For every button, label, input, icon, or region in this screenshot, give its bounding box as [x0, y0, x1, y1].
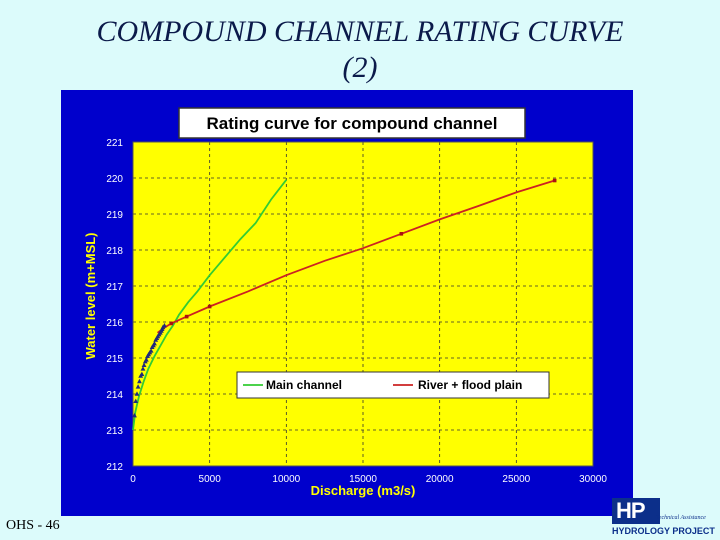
series-lines: [132, 179, 555, 431]
flood-plain-line: [156, 179, 555, 334]
observation-point: [143, 357, 149, 362]
observation-point: [134, 391, 140, 396]
chart-panel: 0 5000 10000 15000 20000 25000 30000 212 213 214 2…: [61, 90, 633, 516]
chart-title-box: Rating curve for compound channel: [178, 107, 526, 139]
flood-plain-point: [207, 304, 212, 309]
logo-name: HYDROLOGY PROJECT: [612, 526, 715, 536]
observation-point: [152, 341, 157, 346]
logo-letters: HP: [616, 498, 646, 523]
y-tick-label: 218: [106, 246, 123, 257]
tick-labels: 0 5000 10000 15000 20000 25000 30000 212 213 214 2…: [106, 138, 607, 485]
slide-title-line1: COMPOUND CHANNEL RATING CURVE: [96, 15, 624, 48]
observation-point: [139, 371, 145, 376]
flood-plain-point: [184, 314, 189, 319]
flood-plain-point: [399, 232, 404, 236]
y-tick-label: 216: [106, 318, 123, 329]
observation-point: [132, 413, 137, 418]
observation-point: [162, 323, 167, 328]
slide-title: COMPOUND CHANNEL RATING CURVE (2): [60, 14, 660, 86]
grid-lines: [132, 141, 594, 467]
slide-number: OHS - 46: [6, 518, 60, 533]
x-tick-label: 10000: [272, 474, 300, 485]
y-tick-label: 215: [106, 354, 123, 365]
observation-point: [148, 348, 154, 353]
rating-curve-chart: 0 5000 10000 15000 20000 25000 30000 212 213 214 2…: [83, 107, 607, 498]
legend: Main channel River + flood plain: [236, 371, 550, 399]
slide-title-line2: (2): [342, 51, 378, 84]
legend-flood-plain-label: River + flood plain: [418, 378, 522, 392]
y-tick-label: 217: [106, 282, 123, 293]
logo-mark: HP: [612, 498, 660, 524]
x-tick-label: 20000: [426, 474, 454, 485]
y-tick-label: 221: [106, 138, 123, 149]
y-tick-label: 212: [106, 462, 123, 473]
observation-point: [140, 366, 146, 371]
chart-title: Rating curve for compound channel: [207, 114, 498, 133]
plot-border: [132, 141, 594, 467]
y-tick-label: 220: [106, 174, 123, 185]
x-tick-label: 30000: [579, 474, 607, 485]
x-tick-label: 5000: [199, 474, 222, 485]
logo-subtext: Technical Assistance: [656, 515, 706, 521]
data-markers: [132, 178, 557, 418]
x-axis-label: Discharge (m3/s): [311, 483, 416, 498]
hydrology-project-logo: HP Technical Assistance HYDROLOGY PROJEC…: [610, 496, 720, 540]
y-tick-label: 214: [106, 390, 123, 401]
observation-point: [133, 398, 139, 403]
x-tick-label: 15000: [349, 474, 377, 485]
main-channel-line: [132, 179, 288, 431]
y-tick-label: 219: [106, 210, 123, 221]
flood-plain-point: [552, 178, 557, 183]
flood-plain-point: [169, 321, 174, 326]
observation-point: [135, 384, 141, 389]
x-tick-label: 25000: [502, 474, 530, 485]
legend-main-channel-label: Main channel: [266, 378, 342, 392]
y-axis-label: Water level (m+MSL): [83, 232, 98, 359]
y-tick-label: 213: [106, 426, 123, 437]
observation-point: [137, 378, 142, 384]
observation-point: [141, 362, 147, 367]
x-tick-label: 0: [130, 474, 136, 485]
